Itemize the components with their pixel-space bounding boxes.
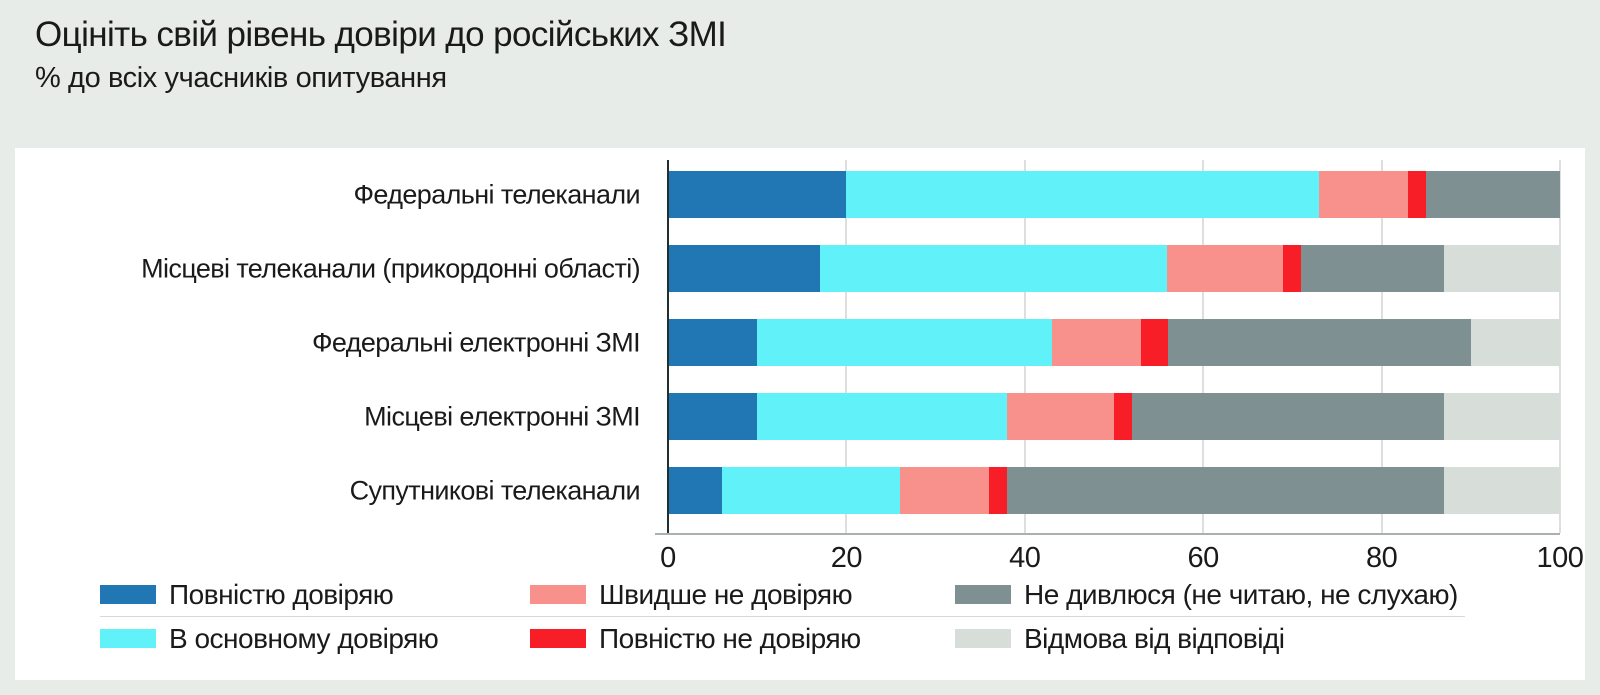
- bar-segment: [989, 467, 1007, 514]
- legend-swatch: [530, 629, 586, 648]
- bar-segment: [846, 171, 1320, 218]
- category-label: Місцеві телеканали (прикордонні області): [141, 253, 640, 283]
- bar-segment: [1140, 319, 1168, 366]
- legend-row-2: В основному довіряю Повністю не довіряю Ві…: [100, 616, 1465, 660]
- bar-row-4: [668, 393, 1560, 440]
- bar-segment: [819, 245, 1168, 292]
- bar-segment: [668, 171, 847, 218]
- legend-swatch: [955, 629, 1011, 648]
- bar-segment: [1006, 467, 1444, 514]
- bar-segment: [1167, 319, 1471, 366]
- bar-segment: [1426, 171, 1560, 218]
- bar-segment: [1167, 245, 1284, 292]
- legend-label: Не дивлюся (не читаю, не слухаю): [1024, 578, 1458, 610]
- legend-row-1: Повністю довіряю Швидше не довіряю Не дивл…: [100, 573, 1465, 616]
- chart-panel: Федеральні телеканали Місцеві телеканали …: [15, 148, 1585, 680]
- bar-row-3: [668, 319, 1560, 366]
- legend-item: Повністю довіряю: [100, 579, 530, 611]
- bar-segment: [1131, 393, 1444, 440]
- x-axis-line: [655, 533, 1560, 535]
- bar-segment: [668, 245, 820, 292]
- x-tick-label-40: 40: [1009, 542, 1041, 574]
- bar-segment: [1470, 319, 1560, 366]
- bar-segment: [1113, 393, 1132, 440]
- x-tick-label-80: 80: [1365, 542, 1398, 574]
- bar-segment: [1443, 245, 1560, 292]
- legend-item: Не дивлюся (не читаю, не слухаю): [955, 579, 1458, 611]
- legend-swatch: [100, 629, 156, 648]
- bar-row-1: [668, 171, 1560, 218]
- bar-segment: [1283, 245, 1302, 292]
- legend-swatch: [955, 585, 1011, 604]
- bar-segment: [668, 393, 758, 440]
- category-label: Супутникові телеканали: [349, 475, 641, 505]
- legend-item: Відмова від відповіді: [955, 623, 1285, 655]
- chart-title: Оцініть свій рівень довіри до російських…: [35, 15, 727, 54]
- bar-segment: [1319, 171, 1409, 218]
- bar-segment: [668, 467, 722, 514]
- bar-segment: [1301, 245, 1444, 292]
- legend-label: Відмова від відповіді: [1024, 622, 1285, 654]
- bar-segment: [899, 467, 990, 514]
- legend: Повністю довіряю Швидше не довіряю Не дивл…: [100, 573, 1465, 660]
- bar-segment: [1006, 393, 1114, 440]
- legend-label: В основному довіряю: [169, 622, 439, 654]
- bar-segment: [757, 393, 1007, 440]
- bar-segment: [1443, 467, 1560, 514]
- bar-segment: [1408, 171, 1427, 218]
- legend-label: Повністю не довіряю: [599, 622, 861, 654]
- x-tick-label-60: 60: [1187, 542, 1220, 574]
- legend-item: Швидше не довіряю: [530, 579, 955, 611]
- legend-label: Повністю довіряю: [169, 578, 394, 610]
- bar-segment: [1443, 393, 1560, 440]
- bar-row-5: [668, 467, 1560, 514]
- bar-row-2: [668, 245, 1560, 292]
- gridline-100: [1559, 160, 1561, 533]
- legend-label: Швидше не довіряю: [599, 578, 853, 610]
- legend-swatch: [530, 585, 586, 604]
- bar-segment: [668, 319, 758, 366]
- category-label: Федеральні телеканали: [353, 179, 640, 209]
- x-tick-label-100: 100: [1536, 542, 1584, 574]
- bar-segment: [1051, 319, 1141, 366]
- category-label: Федеральні електронні ЗМІ: [311, 327, 641, 357]
- bar-segment: [721, 467, 900, 514]
- zero-axis-line: [667, 160, 669, 533]
- category-label: Місцеві електронні ЗМІ: [364, 401, 640, 431]
- chart-subtitle: % до всіх учасників опитування: [35, 61, 447, 94]
- chart-header: Оцініть свій рівень довіри до російських…: [35, 12, 727, 95]
- bar-segment: [757, 319, 1052, 366]
- legend-item: В основному довіряю: [100, 623, 530, 655]
- legend-item: Повністю не довіряю: [530, 623, 955, 655]
- x-tick-label-0: 0: [660, 542, 676, 574]
- x-tick-label-20: 20: [830, 542, 863, 574]
- legend-swatch: [100, 585, 156, 604]
